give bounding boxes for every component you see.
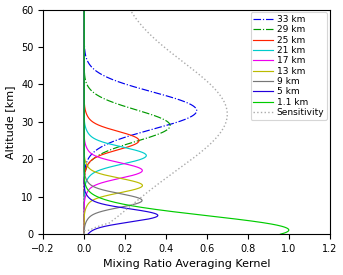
13 km	[82, 8, 86, 11]
9 km	[85, 219, 89, 222]
9 km	[82, 62, 86, 65]
Line: 29 km: 29 km	[84, 10, 170, 234]
9 km	[82, 39, 86, 42]
Line: 5 km: 5 km	[84, 10, 158, 234]
Line: 1.1 km: 1.1 km	[84, 10, 289, 234]
21 km	[82, 8, 86, 11]
33 km	[171, 96, 175, 100]
5 km	[82, 8, 86, 11]
13 km	[82, 89, 86, 93]
1.1 km	[82, 39, 86, 42]
17 km	[82, 39, 86, 42]
1.1 km	[82, 96, 86, 100]
33 km	[187, 102, 191, 105]
17 km	[82, 219, 86, 222]
13 km	[82, 102, 86, 105]
25 km	[82, 89, 86, 93]
21 km	[82, 233, 86, 236]
29 km	[115, 102, 119, 105]
17 km	[82, 8, 86, 11]
Sensitivity	[184, 62, 188, 65]
Sensitivity	[155, 39, 159, 42]
21 km	[82, 96, 86, 100]
Line: Sensitivity: Sensitivity	[84, 10, 227, 234]
17 km	[82, 102, 86, 105]
25 km	[82, 233, 86, 236]
1.1 km	[82, 62, 86, 65]
21 km	[82, 219, 86, 222]
13 km	[82, 219, 86, 222]
25 km	[82, 102, 86, 105]
1.1 km	[279, 233, 283, 236]
21 km	[82, 89, 86, 93]
13 km	[82, 96, 86, 100]
29 km	[82, 219, 86, 222]
29 km	[90, 89, 94, 93]
5 km	[86, 233, 90, 236]
Sensitivity	[223, 102, 227, 105]
25 km	[82, 219, 86, 222]
1.1 km	[245, 219, 249, 222]
1.1 km	[82, 8, 86, 11]
5 km	[82, 96, 86, 100]
1.1 km	[82, 89, 86, 93]
9 km	[82, 8, 86, 11]
Line: 9 km: 9 km	[84, 10, 142, 234]
X-axis label: Mixing Ratio Averaging Kernel: Mixing Ratio Averaging Kernel	[103, 259, 270, 270]
5 km	[82, 102, 86, 105]
Line: 25 km: 25 km	[84, 10, 139, 234]
33 km	[82, 8, 86, 11]
17 km	[82, 62, 86, 65]
Legend: 33 km, 29 km, 25 km, 21 km, 17 km, 13 km, 9 km, 5 km, 1.1 km, Sensitivity: 33 km, 29 km, 25 km, 21 km, 17 km, 13 km…	[250, 12, 327, 120]
25 km	[82, 39, 86, 42]
Sensitivity	[220, 96, 224, 100]
29 km	[100, 96, 104, 100]
1.1 km	[82, 102, 86, 105]
13 km	[82, 62, 86, 65]
5 km	[139, 219, 143, 222]
13 km	[82, 233, 86, 236]
29 km	[82, 8, 86, 11]
29 km	[82, 62, 86, 65]
Line: 13 km: 13 km	[84, 10, 142, 234]
Line: 17 km: 17 km	[84, 10, 142, 234]
5 km	[82, 89, 86, 93]
33 km	[82, 233, 86, 236]
5 km	[82, 62, 86, 65]
33 km	[82, 39, 86, 42]
17 km	[82, 96, 86, 100]
33 km	[147, 89, 152, 93]
25 km	[82, 96, 86, 100]
29 km	[82, 39, 86, 42]
Sensitivity	[111, 219, 115, 222]
9 km	[82, 102, 86, 105]
33 km	[82, 219, 86, 222]
5 km	[82, 39, 86, 42]
25 km	[82, 8, 86, 11]
Sensitivity	[128, 8, 132, 11]
21 km	[82, 62, 86, 65]
Sensitivity	[215, 89, 219, 93]
33 km	[87, 62, 91, 65]
25 km	[82, 62, 86, 65]
13 km	[82, 39, 86, 42]
Line: 21 km: 21 km	[84, 10, 146, 234]
Y-axis label: Altitude [km]: Altitude [km]	[5, 85, 15, 159]
9 km	[82, 233, 86, 236]
17 km	[82, 233, 86, 236]
21 km	[82, 102, 86, 105]
9 km	[82, 89, 86, 93]
17 km	[82, 89, 86, 93]
9 km	[82, 96, 86, 100]
29 km	[82, 233, 86, 236]
Sensitivity	[82, 233, 86, 236]
Line: 33 km: 33 km	[84, 10, 197, 234]
21 km	[82, 39, 86, 42]
